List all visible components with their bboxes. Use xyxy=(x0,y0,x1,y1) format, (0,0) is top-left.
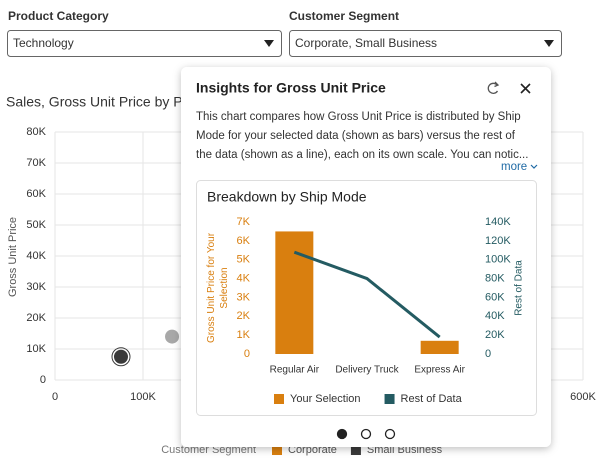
dropdown-value: Corporate, Small Business xyxy=(295,36,437,50)
pagination xyxy=(336,428,396,440)
chart-title: Sales, Gross Unit Price by Pro xyxy=(6,94,195,110)
filter-label: Product Category xyxy=(8,9,109,23)
y-tick-label: 2K xyxy=(237,310,251,322)
bar xyxy=(275,231,314,354)
y-tick-label: 30K xyxy=(26,281,46,293)
x-tick-label: 600K xyxy=(570,391,596,403)
legend-swatch xyxy=(384,394,395,404)
y2-tick-label: 140K xyxy=(485,216,511,228)
y2-tick-label: 120K xyxy=(485,235,511,247)
dropdown[interactable] xyxy=(289,30,562,57)
x-tick-label: Regular Air xyxy=(270,365,320,376)
close-button[interactable] xyxy=(520,83,531,94)
y-tick-label: 4K xyxy=(237,272,251,284)
y-tick-label: 1K xyxy=(237,329,251,341)
y-tick-label: 80K xyxy=(26,126,46,138)
point xyxy=(114,349,128,364)
description: This chart compares how Gross Unit Price… xyxy=(196,111,528,161)
x-tick-label: 0 xyxy=(52,391,58,403)
description-line: This chart compares how Gross Unit Price… xyxy=(196,111,521,123)
y-tick-label: 50K xyxy=(26,219,46,231)
dropdown-arrow xyxy=(544,40,554,47)
legend-swatch xyxy=(272,445,282,455)
y-tick-label: 70K xyxy=(26,157,46,169)
y-tick-label: 7K xyxy=(237,216,251,228)
y-tick-label: 20K xyxy=(26,312,46,324)
y-tick-label: 40K xyxy=(26,250,46,262)
legend-swatch xyxy=(350,445,361,455)
bar xyxy=(420,340,459,354)
x-tick-label: Express Air xyxy=(414,365,465,376)
y-axis-label: Gross Unit Price xyxy=(7,217,19,297)
chart-title: Breakdown by Ship Mode xyxy=(207,189,367,205)
x-tick-label: 100K xyxy=(130,391,156,403)
dropdown[interactable] xyxy=(7,30,282,57)
page-dot[interactable] xyxy=(360,428,372,440)
dropdown-arrow xyxy=(264,40,274,47)
line xyxy=(293,250,441,339)
y-tick-label: 10K xyxy=(26,343,46,355)
y-tick-label: 0 xyxy=(40,374,46,386)
refresh-button[interactable] xyxy=(487,81,500,94)
more-link[interactable]: more xyxy=(501,161,538,173)
y-tick-label: 60K xyxy=(26,188,46,200)
dropdown-value: Technology xyxy=(13,36,74,50)
y-tick-label: 0 xyxy=(244,348,250,360)
point xyxy=(165,329,180,344)
y-tick-label: 3K xyxy=(237,291,251,303)
page-dot[interactable] xyxy=(384,428,396,440)
x-tick-label: Delivery Truck xyxy=(335,365,399,376)
description-line: the data (shown as a line), each on its … xyxy=(196,149,528,161)
y2-tick-label: 80K xyxy=(485,272,505,284)
y-axis-label: Gross Unit Price for Your Selection xyxy=(206,232,230,343)
description-line: Mode for your selected data (shown as ba… xyxy=(196,130,516,142)
page-dot[interactable] xyxy=(336,428,348,440)
y2-tick-label: 40K xyxy=(485,310,505,322)
point-ring xyxy=(111,347,131,367)
legend-label: Your Selection xyxy=(290,393,361,405)
more-text[interactable]: more xyxy=(501,161,527,173)
insights-popup: Insights for Gross Unit Price This chart… xyxy=(181,67,551,447)
y2-tick-label: 0 xyxy=(485,348,491,360)
legend-swatch xyxy=(274,394,284,404)
y-tick-label: 6K xyxy=(237,235,251,247)
y2-tick-label: 100K xyxy=(485,254,511,266)
y2-axis-label: Rest of Data xyxy=(514,260,525,316)
y2-tick-label: 60K xyxy=(485,291,505,303)
filter-label: Customer Segment xyxy=(289,9,399,23)
chevron xyxy=(530,164,538,169)
legend-label: Rest of Data xyxy=(401,393,463,405)
popup-title: Insights for Gross Unit Price xyxy=(196,80,386,96)
breakdown-chart: 0 1K 2K 3K 4K 5K 6K 7K 0 20K 40K 60K 80K 100K 120K 140K… xyxy=(206,216,525,405)
y2-tick-label: 20K xyxy=(485,329,505,341)
y-tick-label: 5K xyxy=(237,254,251,266)
